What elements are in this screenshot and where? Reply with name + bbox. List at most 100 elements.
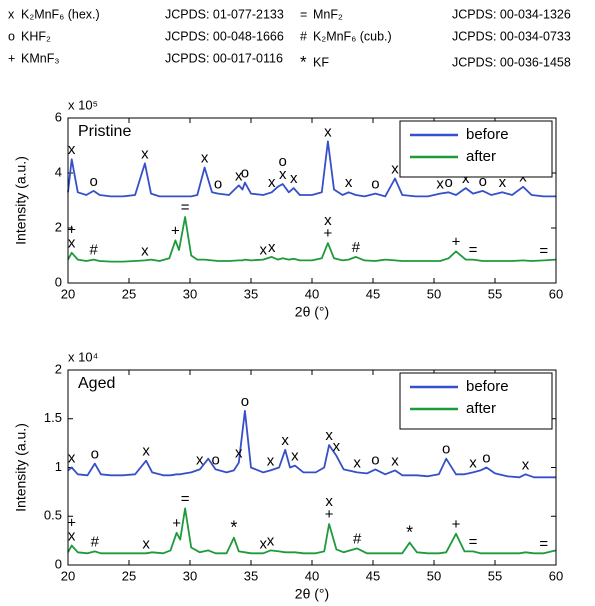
phase-jcpds: JCPDS: 01-077-2133 <box>165 7 284 21</box>
peak-label: x <box>235 445 243 462</box>
x-tick-label: 50 <box>427 568 441 583</box>
legend-label: before <box>466 126 509 143</box>
x-axis-label: 2θ (°) <box>295 586 329 602</box>
peak-label: x <box>279 166 287 183</box>
peak-label: o <box>241 393 249 410</box>
phase-jcpds: JCPDS: 00-034-1326 <box>452 7 571 21</box>
phase-name: MnF₂ <box>313 7 343 21</box>
scale-label: x 10⁴ <box>68 349 98 364</box>
peak-label: x <box>141 145 149 162</box>
phase-jcpds: JCPDS: 00-036-1458 <box>452 55 571 69</box>
y-axis-label: Intensity (a.u.) <box>13 423 29 512</box>
peak-label: x <box>235 167 243 184</box>
x-tick-label: 25 <box>122 286 136 301</box>
peak-label: x <box>462 170 470 187</box>
legend-box <box>399 372 553 430</box>
peak-label: o <box>279 153 287 170</box>
peak-label: x <box>68 527 76 544</box>
peak-label: x <box>142 443 150 460</box>
scale-label: x 10⁵ <box>68 97 98 112</box>
y-tick-label: 1.5 <box>44 410 62 425</box>
phase-symbol: + <box>8 51 15 65</box>
peak-label: x <box>290 170 298 187</box>
peak-label: x <box>267 532 275 549</box>
y-tick-label: 4 <box>55 164 62 179</box>
x-tick-label: 30 <box>183 568 197 583</box>
peak-label: + <box>171 222 180 239</box>
peak-label: x <box>268 239 276 256</box>
x-tick-label: 45 <box>366 568 380 583</box>
y-tick-label: 0 <box>55 274 62 289</box>
peak-label: = <box>469 533 478 550</box>
peak-label: + <box>172 515 181 532</box>
peak-label: + <box>452 233 461 250</box>
peak-label: # <box>353 530 362 547</box>
y-tick-label: 2 <box>55 361 62 376</box>
series-line <box>67 216 557 263</box>
peak-label: x <box>333 438 341 455</box>
peak-label: x <box>325 427 333 444</box>
phase-name: K₂MnF₆ (cub.) <box>313 29 392 43</box>
peak-label: * <box>230 517 237 537</box>
y-tick-label: 2 <box>55 219 62 234</box>
phase-symbol: * <box>300 52 307 71</box>
y-axis-label: Intensity (a.u.) <box>13 156 29 245</box>
peak-label: o <box>479 173 487 190</box>
peak-label: x <box>267 452 275 469</box>
peak-label: o <box>214 176 222 193</box>
peak-label: + <box>452 516 461 533</box>
plot-frame <box>67 117 557 284</box>
legend-box <box>399 120 553 178</box>
x-tick-label: 30 <box>183 286 197 301</box>
x-tick-label: 20 <box>61 286 75 301</box>
peak-label: x <box>325 493 333 510</box>
peak-label: x <box>281 432 289 449</box>
phase-name: K₂MnF₆ (hex.) <box>21 7 100 21</box>
x-tick-label: 55 <box>488 568 502 583</box>
x-tick-label: 60 <box>549 568 563 583</box>
y-tick-label: 0 <box>55 556 62 571</box>
peak-label: x <box>499 174 507 191</box>
peak-label: x <box>268 174 276 191</box>
phase-jcpds: JCPDS: 00-017-0116 <box>165 51 283 65</box>
phase-symbol: = <box>300 7 307 21</box>
x-tick-label: 60 <box>549 286 563 301</box>
peak-label: o <box>89 173 97 190</box>
chart-title: Pristine <box>78 123 131 140</box>
peak-label: = <box>539 242 548 259</box>
peak-label: x <box>259 535 267 552</box>
legend-label: after <box>466 148 496 165</box>
x-tick-label: 35 <box>244 568 258 583</box>
x-tick-label: 25 <box>122 568 136 583</box>
peak-label: o <box>482 449 490 466</box>
peak-label: x <box>522 456 530 473</box>
peak-label: + <box>325 506 334 523</box>
peak-label: x <box>436 176 444 193</box>
peak-label: x <box>353 454 361 471</box>
peak-label: x <box>345 174 353 191</box>
peak-label: = <box>181 199 190 216</box>
peak-label: x <box>259 242 267 259</box>
x-tick-label: 35 <box>244 286 258 301</box>
x-tick-label: 55 <box>488 286 502 301</box>
legend-label: before <box>466 378 509 395</box>
peak-label: = <box>181 490 190 507</box>
peak-label: x <box>324 123 332 140</box>
legend-label: after <box>466 400 496 417</box>
peak-label: x <box>68 449 76 466</box>
peak-label: x <box>469 454 477 471</box>
peak-label: o <box>211 451 219 468</box>
peak-label: = <box>469 242 478 259</box>
x-axis-label: 2θ (°) <box>295 304 329 320</box>
peak-label: x <box>391 452 399 469</box>
y-tick-label: 6 <box>55 109 62 124</box>
peak-label: x <box>196 451 204 468</box>
peak-label: x <box>68 141 76 158</box>
peak-label: o <box>371 451 379 468</box>
phase-jcpds: JCPDS: 00-034-0733 <box>452 29 571 43</box>
series-line <box>67 507 557 555</box>
x-tick-label: 50 <box>427 286 441 301</box>
peak-label: # <box>89 242 98 259</box>
peak-label: x <box>324 212 332 229</box>
